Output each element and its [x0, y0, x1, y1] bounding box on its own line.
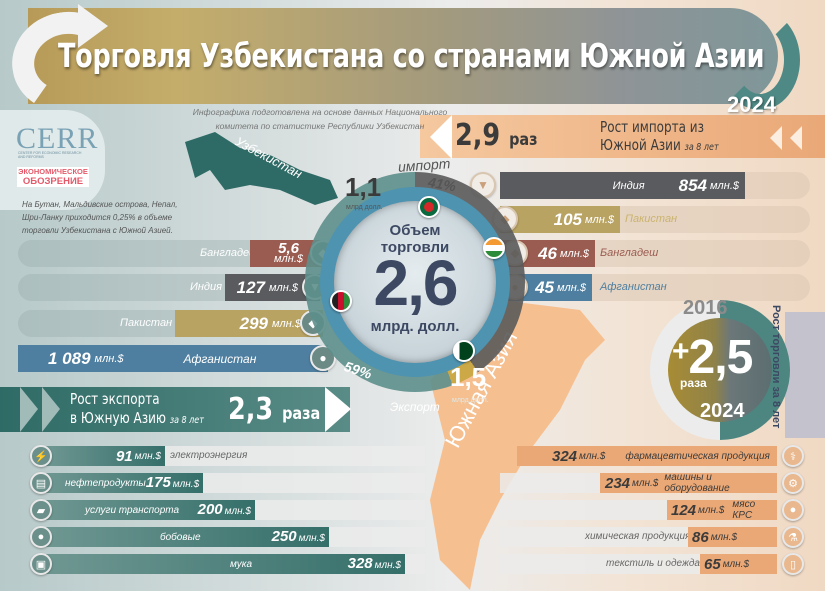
import-growth-band — [420, 115, 825, 158]
chevron-left-icon — [430, 115, 452, 159]
growth-year-to: 2024 — [700, 400, 745, 422]
title-banner — [28, 8, 778, 104]
truck-icon: ▰ — [30, 499, 52, 521]
barrel-icon: ▤ — [30, 472, 52, 494]
gears-icon: ⚙ — [782, 472, 804, 494]
import-label-afghanistan: Афганистан — [600, 281, 667, 293]
growth-side-panel — [785, 312, 825, 438]
export-growth-multiplier: 2,3 раза — [228, 392, 321, 427]
export-total-value: 1,5 — [450, 362, 487, 392]
growth-value: +2,5 — [672, 331, 753, 384]
import-product-label: химическая продукция — [585, 531, 691, 542]
export-total-unit: млрд долл. — [452, 397, 489, 404]
chevron-left-icon — [790, 126, 802, 150]
export-label: Экспорт — [390, 400, 440, 414]
flask-icon: ⚗ — [782, 526, 804, 548]
fabric-roll-icon: ▯ — [782, 553, 804, 575]
export-bar-pakistan: 299 млн.$ — [175, 310, 323, 337]
chevron-right-icon — [42, 387, 60, 432]
pakistan-flag-icon — [453, 340, 475, 362]
import-bar-pakistan: 105 млн.$ — [500, 206, 620, 233]
export-growth-description: Рост экспорта в Южную Азию за 8 лет — [70, 390, 204, 427]
chevron-right-icon — [20, 387, 38, 432]
import-label-pakistan: Пакистан — [625, 213, 678, 225]
import-growth-multiplier: 2,9 раз — [455, 118, 538, 153]
import-product-machinery: 234 млн.$ машины и оборудование — [600, 472, 777, 494]
trade-volume-unit: млрд. долл. — [370, 318, 460, 335]
import-product-pharma: 324 млн.$ фармацевтическая продукция — [517, 446, 777, 466]
growth-year-from: 2016 — [683, 297, 728, 319]
eco-review-logo: ЭКОНОМИЧЕСКОЕ ОБОЗРЕНИЕ — [17, 167, 89, 187]
import-growth-description: Рост импорта из Южной Азии за 8 лет — [600, 118, 719, 154]
year-label: 2024 — [727, 92, 776, 117]
lightning-icon: ⚡ — [30, 445, 52, 467]
import-product-label: текстиль и одежда — [606, 558, 700, 569]
page-title: Торговля Узбекистана со странами Южной А… — [58, 36, 765, 75]
import-product-chemicals: 86 млн.$ — [688, 527, 777, 547]
uzbekistan-map-icon — [185, 132, 338, 205]
trade-volume-label: Объем торговли — [380, 222, 450, 256]
flour-icon: ▣ — [30, 553, 52, 575]
india-flag-icon — [483, 237, 505, 259]
logo-panel — [0, 110, 105, 210]
chevron-right-icon — [325, 387, 351, 432]
import-product-beef: 124 млн.$ мясо КРС — [667, 499, 777, 521]
growth-circle — [668, 318, 772, 422]
import-product-textiles: 65 млн.$ — [700, 554, 777, 574]
pills-icon: ⚕ — [782, 445, 804, 467]
chevron-left-icon — [770, 126, 782, 150]
export-bar-afghanistan: 1 089 млн.$ Афганистан — [18, 345, 328, 372]
import-label: импорт — [397, 155, 451, 175]
bean-icon: ● — [30, 526, 52, 548]
cerr-subtitle: CENTER FOR ECONOMIC RESEARCH AND REFORMS — [18, 151, 82, 159]
export-product-transport: услуги транспорта 200 млн.$ — [45, 500, 255, 520]
export-product-flour: мука 328 млн.$ — [45, 554, 405, 574]
export-product-oil: нефтепродукты 175 млн.$ — [45, 473, 203, 493]
import-total-unit: млрд долл. — [346, 204, 383, 211]
india-map-icon: ▼ — [470, 172, 496, 198]
export-label-india: Индия — [190, 281, 222, 293]
export-label-bangladesh: Бангладеш — [200, 247, 259, 259]
growth-unit: раза — [680, 376, 707, 390]
export-product-electricity: 91 млн.$ — [45, 446, 165, 466]
trade-volume-value: 2,6 — [373, 247, 459, 319]
bangladesh-flag-icon — [418, 196, 440, 218]
growth-side-label: Рост торговли за 8 лет — [770, 305, 782, 429]
meat-icon: ● — [782, 499, 804, 521]
arrow-head-icon — [78, 4, 108, 48]
trade-volume-circle — [334, 201, 496, 363]
export-label-pakistan: Пакистан — [120, 317, 173, 329]
export-product-label: электроэнергия — [170, 450, 248, 461]
cerr-logo: CERR — [16, 122, 99, 155]
import-total-value: 1,1 — [345, 172, 382, 202]
afghanistan-flag-icon — [330, 290, 352, 312]
import-bar-india: Индия 854 млн.$ — [500, 172, 745, 199]
import-label-bangladesh: Бангладеш — [600, 247, 659, 259]
export-product-legumes: бобовые 250 млн.$ — [45, 527, 329, 547]
source-note: Инфографика подготовлена на основе данны… — [192, 107, 448, 131]
minor-countries-note: На Бутан, Мальдивские острова, Непал, Шр… — [22, 200, 178, 235]
